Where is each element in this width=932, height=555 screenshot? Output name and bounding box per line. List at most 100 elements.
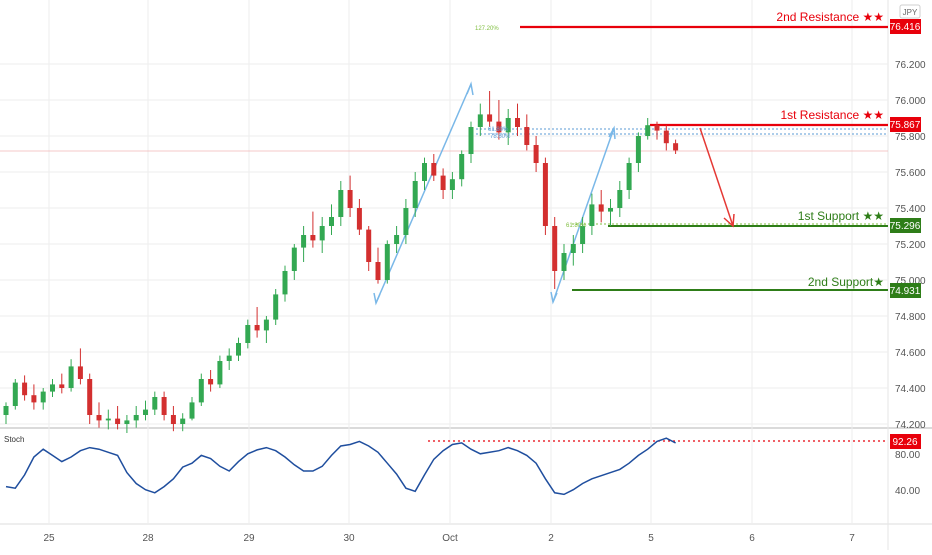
time-axis: 25 28 29 30 Oct 2 5 6 7: [43, 533, 855, 544]
time-tick-label: Oct: [442, 533, 458, 544]
annotations: [0, 25, 888, 442]
candle-body: [319, 226, 325, 241]
measured-move-arrow-2: [550, 125, 616, 305]
candle-body: [449, 179, 455, 190]
price-tick-label: 74.200: [895, 420, 926, 431]
candle-body: [68, 366, 74, 388]
candle-body: [515, 118, 520, 127]
measured-move-arrow-1: [373, 81, 474, 306]
s2-price-badge: [890, 283, 921, 298]
candle-body: [431, 163, 437, 176]
candle-body: [542, 163, 548, 226]
time-tick-label: 25: [43, 533, 55, 544]
candle-body: [59, 384, 65, 388]
candle-body: [291, 247, 297, 271]
s1-price-badge-text: 75.296: [890, 221, 921, 232]
stoch-title: Stoch: [4, 435, 24, 444]
candle-body: [273, 294, 279, 320]
candle-body: [338, 190, 344, 217]
candle-body: [236, 343, 241, 356]
r2-price-badge-text: 76.416: [890, 22, 921, 33]
candle-body: [12, 382, 18, 406]
price-axis: 76.200 76.000 75.800 75.600 75.400 75.200 75.0…: [895, 60, 926, 431]
stoch-tick-80: 80.00: [895, 450, 920, 461]
candle-body: [87, 379, 93, 415]
candle-body: [384, 244, 390, 280]
candle-body: [263, 319, 269, 331]
candle-body: [208, 379, 214, 385]
price-tick-label: 76.000: [895, 96, 926, 107]
candle-body: [440, 175, 446, 190]
candle-body: [561, 253, 567, 271]
candle-body: [254, 325, 260, 331]
price-tick-label: 75.800: [895, 132, 926, 143]
price-tick-label: 75.400: [895, 204, 926, 215]
fib-label-618: 61.80%: [488, 127, 509, 133]
candle-body: [412, 181, 418, 208]
candle-body: [505, 118, 511, 133]
fib-label-786: 78.60%: [490, 134, 511, 140]
s2-label: 2nd Support★: [808, 275, 884, 289]
time-tick-label: 30: [343, 533, 355, 544]
candle-body: [468, 127, 474, 154]
candle-body: [366, 229, 372, 262]
candle-body: [635, 136, 641, 163]
candle-body: [217, 361, 223, 385]
candle-body: [282, 271, 288, 295]
price-tick-label: 75.000: [895, 276, 926, 287]
candle-body: [477, 114, 483, 127]
price-tick-label: 75.600: [895, 168, 926, 179]
candle-body: [487, 114, 493, 122]
candle-body: [124, 420, 130, 424]
r1-price-badge: [890, 117, 921, 132]
candle-body: [496, 121, 502, 133]
candle-body: [524, 127, 530, 145]
candle-body: [143, 409, 148, 415]
candle-body: [310, 235, 316, 241]
candle-body: [301, 235, 307, 248]
candle-body: [77, 366, 83, 379]
candle-body: [115, 418, 121, 424]
s1-price-badge: [890, 218, 921, 233]
price-tick-label: 74.600: [895, 348, 926, 359]
currency-badge-text: JPY: [903, 8, 918, 17]
price-tick-label: 74.800: [895, 312, 926, 323]
grid: [0, 0, 888, 524]
candle-body: [22, 382, 28, 396]
stoch-value-badge: [890, 434, 921, 449]
stoch-tick-40: 40.00: [895, 486, 920, 497]
candle-body: [50, 384, 55, 392]
r1-label: 1st Resistance ★★: [780, 108, 884, 122]
candle-body: [170, 415, 176, 424]
stoch-line: [5, 437, 676, 496]
time-tick-label: 29: [243, 533, 255, 544]
candle-body: [654, 125, 660, 131]
candle-body: [580, 226, 586, 244]
r1-price-badge-text: 75.867: [890, 120, 921, 131]
candle-body: [459, 154, 465, 180]
time-tick-label: 6: [749, 533, 755, 544]
candle-body: [673, 143, 679, 151]
candle-body: [589, 204, 595, 226]
price-tick-label: 75.200: [895, 240, 926, 251]
stoch-value-badge-text: 92.26: [892, 437, 917, 448]
time-tick-label: 28: [142, 533, 154, 544]
candle-body: [133, 415, 139, 421]
candle-body: [394, 235, 400, 244]
candle-body: [96, 415, 102, 421]
projection-arrow: [699, 127, 735, 228]
candle-body: [375, 262, 381, 280]
s1-label: 1st Support ★★: [798, 209, 884, 223]
price-tick-label: 76.200: [895, 60, 926, 71]
price-tick-label: 74.400: [895, 384, 926, 395]
candle-body: [226, 355, 232, 361]
r2-label: 2nd Resistance ★★: [776, 10, 884, 24]
candle-body: [608, 208, 613, 212]
time-tick-label: 5: [648, 533, 654, 544]
candle-body: [152, 397, 158, 410]
fib-label-127: 127.20%: [475, 26, 499, 32]
candle-body: [663, 130, 669, 144]
currency-badge[interactable]: [899, 4, 921, 19]
candle-body: [161, 397, 167, 415]
